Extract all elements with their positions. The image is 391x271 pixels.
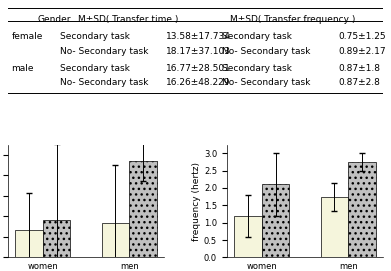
Bar xyxy=(234,216,262,257)
Bar xyxy=(102,223,129,257)
Text: male: male xyxy=(12,63,34,73)
Text: No- Secondary task: No- Secondary task xyxy=(222,47,310,56)
Bar xyxy=(262,185,289,257)
Text: 0.87±2.8: 0.87±2.8 xyxy=(338,78,380,87)
Text: Secondary task: Secondary task xyxy=(222,63,292,73)
Text: female: female xyxy=(12,32,43,41)
Text: 18.17±37.103: 18.17±37.103 xyxy=(165,47,230,56)
Text: No- Secondary task: No- Secondary task xyxy=(60,47,149,56)
Bar xyxy=(348,162,376,257)
Bar xyxy=(321,197,348,257)
Text: Secondary task: Secondary task xyxy=(60,63,130,73)
Text: 16.26±48.229: 16.26±48.229 xyxy=(165,78,230,87)
Text: Secondary task: Secondary task xyxy=(222,32,292,41)
Text: 0.89±2.17: 0.89±2.17 xyxy=(338,47,386,56)
Text: No- Secondary task: No- Secondary task xyxy=(60,78,149,87)
Bar xyxy=(15,230,43,257)
Text: M±SD( Transfer frequency ): M±SD( Transfer frequency ) xyxy=(230,15,356,24)
Bar xyxy=(43,220,70,257)
Text: 16.77±28.501: 16.77±28.501 xyxy=(165,63,230,73)
Text: No- Secondary task: No- Secondary task xyxy=(222,78,310,87)
Text: M±SD( Transfer time ): M±SD( Transfer time ) xyxy=(78,15,178,24)
Text: Gender: Gender xyxy=(38,15,71,24)
Text: 0.75±1.25: 0.75±1.25 xyxy=(338,32,386,41)
Y-axis label: frequency (hertz): frequency (hertz) xyxy=(192,162,201,240)
Text: Secondary task: Secondary task xyxy=(60,32,130,41)
Text: 13.58±17.734: 13.58±17.734 xyxy=(165,32,230,41)
Text: 0.87±1.8: 0.87±1.8 xyxy=(338,63,380,73)
Bar xyxy=(129,161,157,257)
